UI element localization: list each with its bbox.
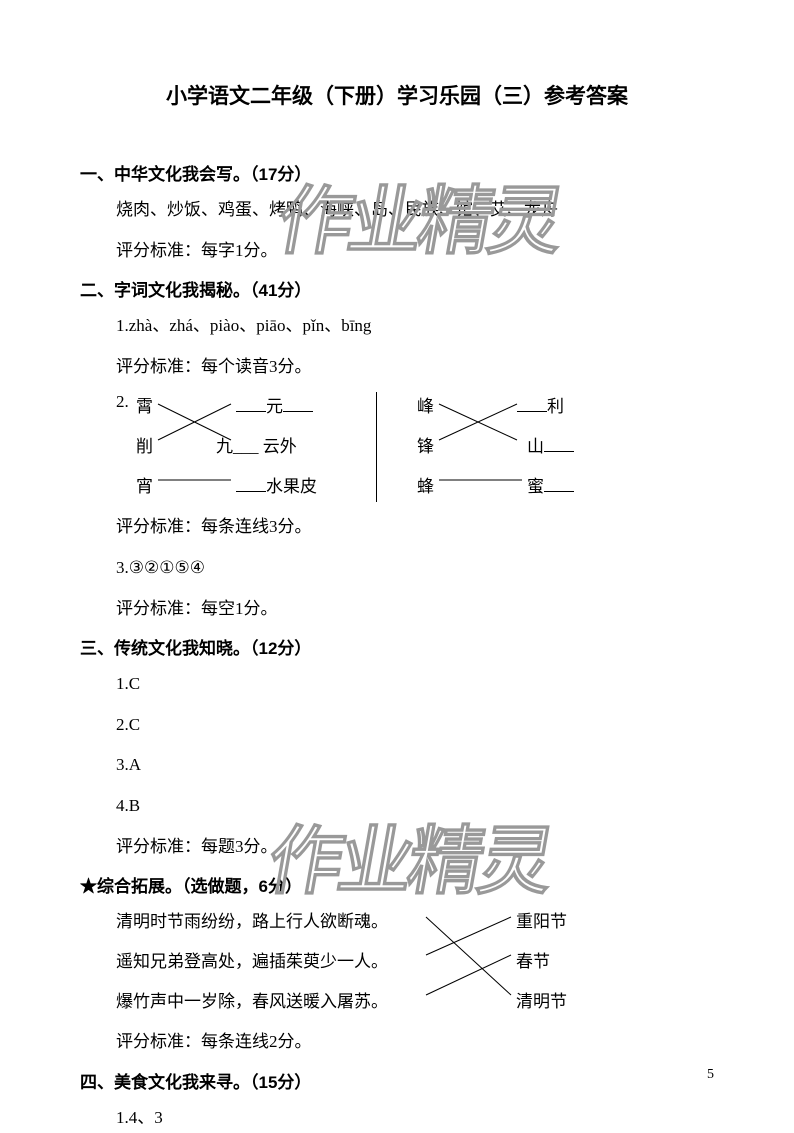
- section-1-scoring: 评分标准：每字1分。: [116, 236, 714, 267]
- m2-r2: 山: [527, 432, 574, 457]
- section-2-q3-scoring: 评分标准：每空1分。: [116, 594, 714, 625]
- section-1-answer: 烧肉、炒饭、鸡蛋、烤鸭、海峡、岛、民族、馆、艾、龙舟: [116, 195, 714, 226]
- m1-r3-text: 水果皮: [266, 477, 317, 496]
- m1-r1: 元: [236, 392, 313, 417]
- m2-r2-text: 山: [527, 437, 544, 456]
- m2-r1-text: 利: [547, 397, 564, 416]
- m1-l2: 削: [136, 432, 153, 457]
- section-4-header: ★综合拓展。（选做题，6分）: [80, 872, 714, 897]
- section-3-a3: 3.A: [116, 750, 714, 781]
- m2-l3: 蜂: [417, 472, 434, 497]
- section-5-header: 四、美食文化我来寻。（15分）: [80, 1068, 714, 1093]
- section-2-q1-scoring: 评分标准：每个读音3分。: [116, 352, 714, 383]
- m1-r1-text: 元: [266, 397, 283, 416]
- m1-l1: 霄: [136, 392, 153, 417]
- section-4-scoring: 评分标准：每条连线2分。: [116, 1027, 714, 1058]
- section-3-a4: 4.B: [116, 791, 714, 822]
- section-2-q2-scoring: 评分标准：每条连线3分。: [116, 512, 714, 543]
- m2-l2: 锋: [417, 432, 434, 457]
- poem-matching: 清明时节雨纷纷，路上行人欲断魂。 遥知兄弟登高处，遍插茱萸少一人。 爆竹声中一岁…: [116, 907, 714, 1027]
- page-number: 5: [707, 1067, 714, 1083]
- m1-r2: 九___ 云外: [216, 432, 297, 457]
- section-1-header: 一、中华文化我会写。（17分）: [80, 160, 714, 185]
- poem-match-lines: [116, 907, 576, 1017]
- document-title: 小学语文二年级（下册）学习乐园（三）参考答案: [80, 80, 714, 110]
- q2-prefix: 2.: [116, 392, 129, 412]
- match-group-2: 峰 锋 蜂 利 山 蜜: [376, 392, 656, 502]
- section-3-a2: 2.C: [116, 710, 714, 741]
- m2-l1: 峰: [417, 392, 434, 417]
- section-2-q1: 1.zhà、zhá、piào、piāo、pǐn、bīng: [116, 311, 714, 342]
- section-5-line1: 1.4、3: [116, 1103, 714, 1133]
- section-2-q3: 3.③②①⑤④: [116, 553, 714, 584]
- m2-r1: 利: [517, 392, 564, 417]
- m2-r3: 蜜: [527, 472, 574, 497]
- match-group-1: 2. 霄 削 宵 元 九___ 云外 水果皮: [116, 392, 376, 502]
- m2-r3-text: 蜜: [527, 477, 544, 496]
- m1-l3: 宵: [136, 472, 153, 497]
- section-2-header: 二、字词文化我揭秘。（41分）: [80, 276, 714, 301]
- section-3-a1: 1.C: [116, 669, 714, 700]
- m1-r3: 水果皮: [236, 472, 317, 497]
- section-3-scoring: 评分标准：每题3分。: [116, 832, 714, 863]
- matching-diagram: 2. 霄 削 宵 元 九___ 云外 水果皮 峰 锋 蜂 利 山 蜜: [116, 392, 714, 502]
- section-3-header: 三、传统文化我知晓。（12分）: [80, 634, 714, 659]
- m1-r2-text: 九___ 云外: [216, 437, 297, 456]
